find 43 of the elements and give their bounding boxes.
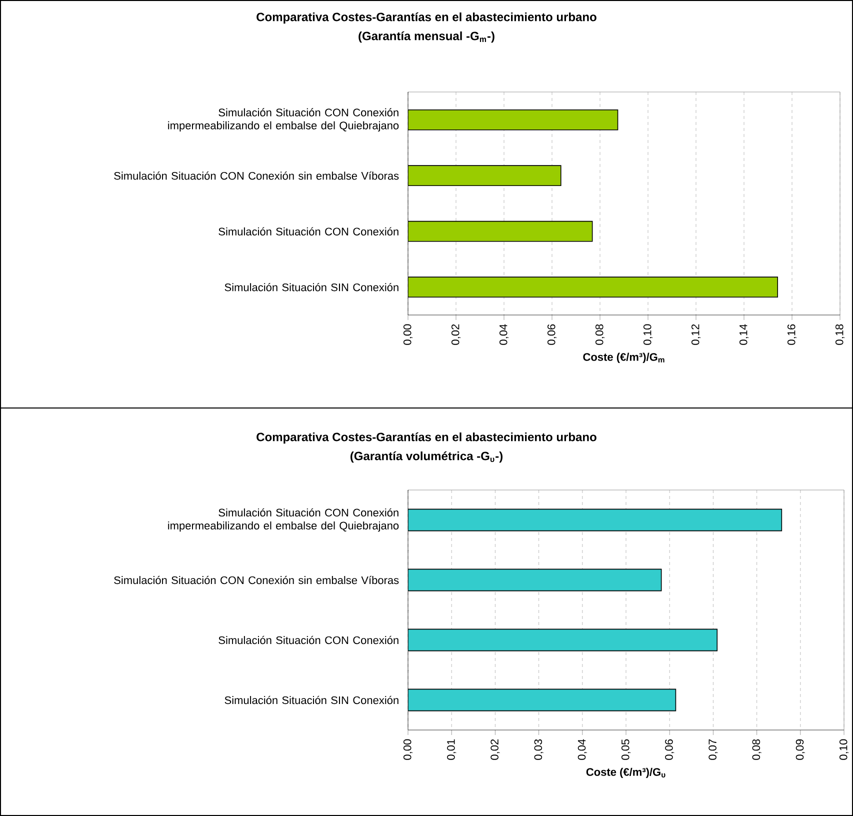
y-tick-label: Simulación Situación CON Conexión sin embalse Víboras [114,576,399,584]
bar [408,276,778,298]
x-tick-label: 0,09 [796,739,805,760]
x-tick-label: 0,04 [499,324,509,345]
x-tick-label: 0,10 [643,324,653,345]
bar [408,628,718,652]
bar [408,109,618,130]
x-tick-label: 0,00 [403,324,413,345]
bar [408,508,782,532]
y-tick-label: Simulación Situación SIN Conexión [224,696,398,704]
x-tick-label: 0,02 [490,739,500,760]
x-tick-label: 0,06 [547,324,557,345]
y-tick-label: Simulación Situación CON Conexión impermeabilizando el embalse del Quiebrajano [168,108,399,132]
x-tick-label: 0,05 [621,739,631,760]
chart-subtitle: (Garantía volumétrica -G$_{υ}$-) [350,451,503,463]
x-tick-label: 0,02 [451,324,461,345]
x-tick-label: 0,04 [578,739,587,760]
bar [408,568,662,592]
chart-subtitle: (Garantía mensual -G$_{m}$-) [358,31,494,43]
x-tick-label: 0,03 [534,739,544,760]
chart-title: Comparativa Costes-Garantías en el abastecimiento urbano [256,432,596,444]
chart-title: Comparativa Costes-Garantías en el abastecimiento urbano [256,12,596,24]
x-tick-label: 0,18 [835,324,845,345]
x-tick-label: 0,07 [708,739,718,760]
bar [408,688,676,712]
x-axis-title: Coste (€/m³)/G$_{υ}$ [586,768,666,778]
x-tick-label: 0,16 [787,324,797,345]
x-axis-title: Coste (€/m³)/G$_{m}$ [583,352,664,364]
y-tick-label: Simulación Situación SIN Conexión [224,283,398,292]
x-tick-label: 0,08 [595,324,605,345]
x-tick-label: 0,12 [691,324,701,345]
y-tick-label: Simulación Situación CON Conexión [218,227,398,236]
x-tick-label: 0,14 [739,324,749,345]
y-tick-label: Simulación Situación CON Conexión impermeabilizando el embalse del Quiebrajano [168,508,399,532]
x-tick-label: 0,08 [752,739,762,760]
x-tick-label: 0,01 [447,739,456,760]
x-tick-label: 0,00 [403,739,413,760]
bar [408,165,562,186]
y-tick-label: Simulación Situación CON Conexión sin embalse Víboras [114,172,399,180]
x-tick-label: 0,06 [665,739,674,760]
bar [408,220,593,242]
x-tick-label: 0,10 [839,739,849,760]
y-tick-label: Simulación Situación CON Conexión [218,636,398,644]
